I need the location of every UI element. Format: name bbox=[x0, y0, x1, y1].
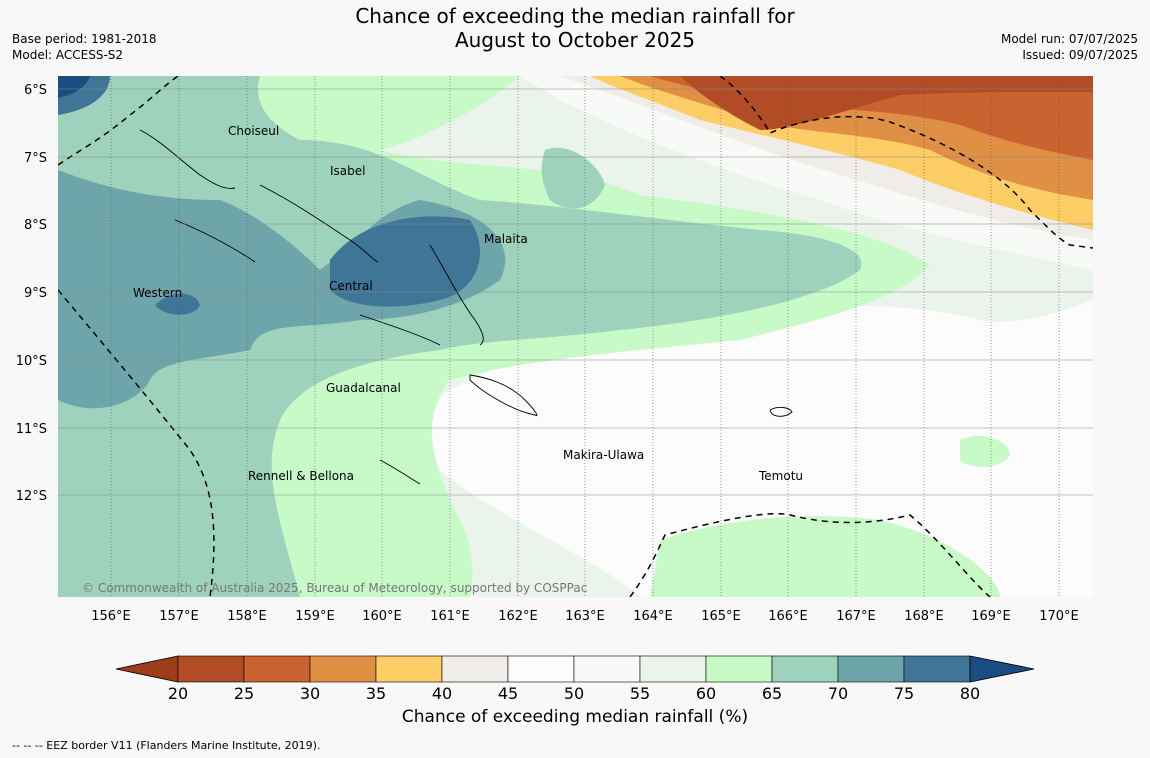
model-run: Model run: 07/07/2025 bbox=[1000, 32, 1138, 46]
region-label-rennell-bellona: Rennell & Bellona bbox=[248, 469, 354, 483]
colorbar: 20 25 30 35 40 45 50 55 60 65 70 75 80 bbox=[115, 655, 1035, 703]
eez-borders bbox=[58, 76, 1093, 597]
longitude-label: 168°E bbox=[904, 609, 944, 624]
latitude-label: 6°S bbox=[24, 83, 47, 98]
longitude-label: 159°E bbox=[295, 609, 335, 624]
latitude-label: 11°S bbox=[16, 422, 47, 437]
region-label-makira-ulawa: Makira-Ulawa bbox=[563, 448, 644, 462]
colorbar-tick-label: 45 bbox=[498, 684, 518, 703]
region-label-western: Western bbox=[133, 286, 182, 300]
longitude-label: 165°E bbox=[701, 609, 741, 624]
eez-footer-note: -- -- -- EEZ border V11 (Flanders Marine… bbox=[12, 739, 321, 752]
longitude-label: 156°E bbox=[91, 609, 131, 624]
contour-layer bbox=[58, 76, 1093, 597]
colorbar-tick-label: 55 bbox=[630, 684, 650, 703]
colorbar-segment bbox=[903, 655, 971, 683]
title-line-2: August to October 2025 bbox=[454, 28, 696, 52]
longitude-labels: 156°E 157°E 158°E 159°E 160°E 161°E 162°E 163°E… bbox=[91, 609, 1079, 624]
colorbar-tick-label: 35 bbox=[366, 684, 386, 703]
colorbar-segment bbox=[177, 655, 245, 683]
latitude-labels: 6°S 7°S 8°S 9°S 10°S 11°S 12°S bbox=[16, 83, 47, 504]
base-period: Base period: 1981-2018 bbox=[12, 32, 157, 46]
region-label-temotu: Temotu bbox=[758, 469, 803, 483]
colorbar-segment bbox=[573, 655, 641, 683]
colorbar-extension-low bbox=[115, 655, 179, 683]
longitude-label: 163°E bbox=[565, 609, 605, 624]
colorbar-segment bbox=[309, 655, 377, 683]
colorbar-tick-label: 70 bbox=[828, 684, 848, 703]
latitude-label: 12°S bbox=[16, 489, 47, 504]
region-label-central: Central bbox=[329, 279, 373, 293]
longitude-label: 157°E bbox=[159, 609, 199, 624]
colorbar-tick-label: 80 bbox=[960, 684, 980, 703]
longitude-label: 164°E bbox=[633, 609, 673, 624]
region-label-malaita: Malaita bbox=[484, 232, 528, 246]
title-line-1: Chance of exceeding the median rainfall … bbox=[355, 4, 795, 28]
region-label-choiseul: Choiseul bbox=[228, 124, 279, 138]
colorbar-tick-label: 25 bbox=[234, 684, 254, 703]
contour-65-70-patch bbox=[541, 147, 605, 209]
colorbar-segment bbox=[441, 655, 509, 683]
latitude-label: 9°S bbox=[24, 286, 47, 301]
colorbar-segment bbox=[705, 655, 773, 683]
colorbar-extension-high bbox=[969, 655, 1035, 683]
colorbar-tick-label: 60 bbox=[696, 684, 716, 703]
latitude-lines bbox=[58, 88, 1093, 496]
colorbar-tick-label: 20 bbox=[168, 684, 188, 703]
longitude-label: 162°E bbox=[498, 609, 538, 624]
longitude-label: 160°E bbox=[362, 609, 402, 624]
colorbar-tick-label: 30 bbox=[300, 684, 320, 703]
latitude-label: 8°S bbox=[24, 218, 47, 233]
latitude-label: 7°S bbox=[24, 151, 47, 166]
colorbar-tick-label: 40 bbox=[432, 684, 452, 703]
longitude-label: 167°E bbox=[836, 609, 876, 624]
region-label-isabel: Isabel bbox=[330, 164, 365, 178]
longitude-label: 170°E bbox=[1039, 609, 1079, 624]
contour-75-80 bbox=[330, 216, 480, 307]
colorbar-segment bbox=[639, 655, 707, 683]
colorbar-tick-label: 50 bbox=[564, 684, 584, 703]
contour-60-65-patch bbox=[960, 435, 1010, 467]
contour-75-80-western bbox=[155, 293, 200, 315]
longitude-label: 166°E bbox=[768, 609, 808, 624]
contour-20-25 bbox=[680, 76, 1093, 130]
colorbar-segment bbox=[507, 655, 575, 683]
region-label-guadalcanal: Guadalcanal bbox=[326, 381, 401, 395]
longitude-label: 161°E bbox=[430, 609, 470, 624]
colorbar-segment bbox=[771, 655, 839, 683]
region-labels: Choiseul Isabel Malaita Western Central … bbox=[133, 124, 803, 483]
island-outlines bbox=[139, 129, 793, 485]
contour-80-plus bbox=[58, 76, 90, 98]
longitude-label: 169°E bbox=[971, 609, 1011, 624]
colorbar-segment bbox=[375, 655, 443, 683]
contour-50-55 bbox=[425, 300, 1093, 597]
model-name: Model: ACCESS-S2 bbox=[12, 48, 124, 62]
colorbar-tick-label: 75 bbox=[894, 684, 914, 703]
issued-date: Issued: 09/07/2025 bbox=[1022, 48, 1138, 62]
copyright-text: © Commonwealth of Australia 2025, Bureau… bbox=[82, 581, 587, 595]
meta-left: Base period: 1981-2018 Model: ACCESS-S2 bbox=[12, 31, 157, 63]
colorbar-segment bbox=[837, 655, 905, 683]
colorbar-segment bbox=[243, 655, 311, 683]
longitude-label: 158°E bbox=[227, 609, 267, 624]
map-title: Chance of exceeding the median rainfall … bbox=[0, 4, 1150, 52]
colorbar-label: Chance of exceeding median rainfall (%) bbox=[401, 707, 749, 727]
contour-65-70 bbox=[58, 76, 862, 597]
meta-right: Model run: 07/07/2025 Issued: 09/07/2025 bbox=[1001, 31, 1138, 63]
contour-60-65-south bbox=[650, 516, 1000, 597]
colorbar-tick-label: 65 bbox=[762, 684, 782, 703]
latitude-label: 10°S bbox=[16, 354, 47, 369]
